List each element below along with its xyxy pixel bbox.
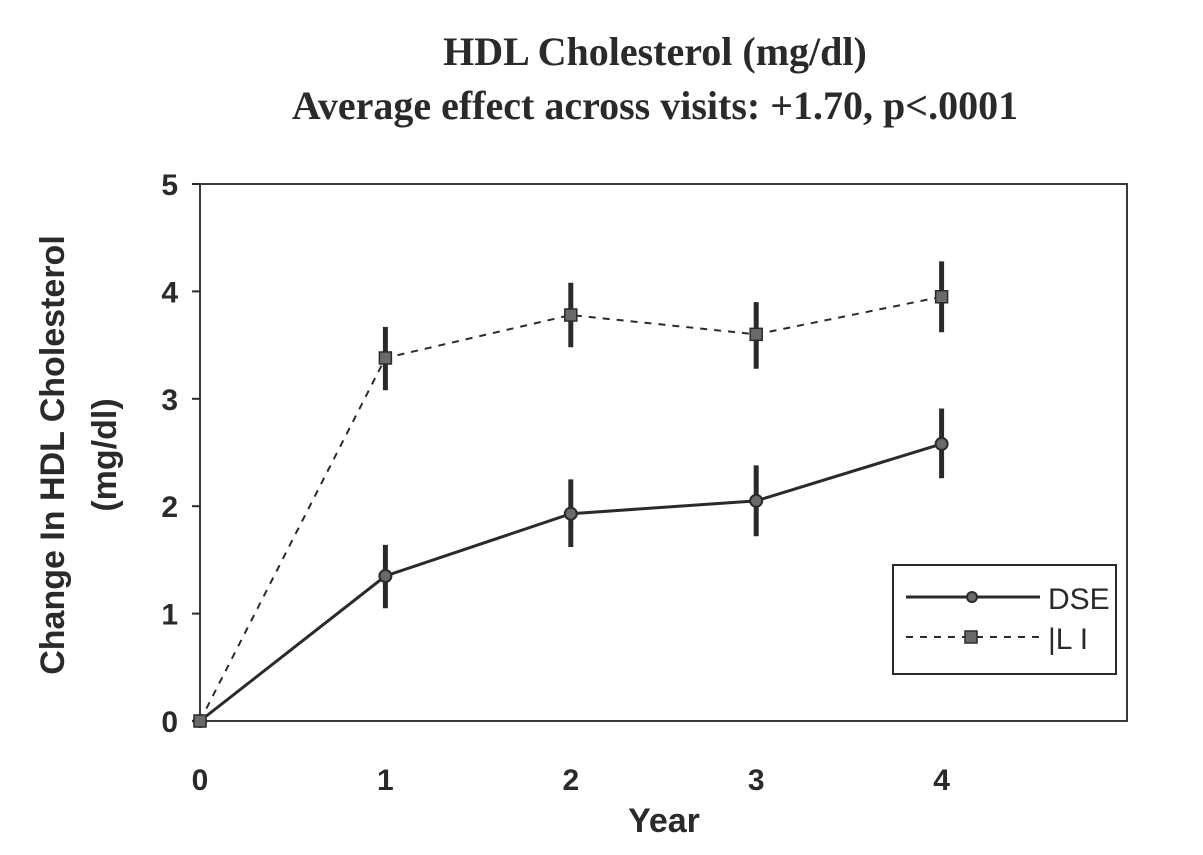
y-tick-label: 1	[161, 599, 178, 632]
x-tick-label: 4	[933, 764, 950, 797]
data-point-ili	[378, 351, 393, 365]
x-tick-label: 0	[192, 764, 209, 797]
data-point-ili	[934, 290, 949, 304]
data-point-dse	[934, 436, 949, 451]
legend-marker-dse	[966, 591, 978, 603]
data-point-ili	[193, 714, 207, 728]
chart-subtitle: Average effect across visits: +1.70, p<.…	[291, 83, 1019, 128]
x-tick-label: 2	[562, 764, 579, 797]
series-ili	[193, 261, 949, 728]
legend: DSE |L I	[892, 564, 1117, 675]
y-axis-label-line2: (mg/dl)	[86, 398, 124, 511]
data-point-ili	[749, 327, 763, 342]
x-tick-label: 1	[377, 764, 394, 797]
legend-label-ili: |L I	[1048, 623, 1088, 656]
x-tick-label: 3	[748, 764, 765, 797]
chart-title: HDL Cholesterol (mg/dl)	[443, 29, 867, 74]
data-point-dse	[749, 493, 764, 508]
y-tick-label: 3	[161, 384, 178, 417]
data-point-dse	[563, 506, 578, 521]
series-dse	[193, 408, 949, 728]
legend-box	[892, 564, 1117, 675]
series-line-ili	[199, 295, 942, 722]
x-axis-label: Year	[628, 802, 700, 840]
y-axis-label-line1: Change In HDL Cholesterol	[34, 235, 72, 675]
plot-frame	[199, 183, 1128, 722]
data-point-dse	[378, 569, 393, 584]
y-tick-label: 5	[161, 169, 178, 202]
data-point-ili	[564, 308, 578, 322]
legend-label-dse: DSE	[1048, 583, 1110, 616]
y-tick-label: 0	[161, 706, 178, 739]
y-tick-label: 2	[161, 491, 178, 524]
legend-marker-ili	[964, 630, 978, 644]
y-tick-label: 4	[161, 276, 178, 309]
